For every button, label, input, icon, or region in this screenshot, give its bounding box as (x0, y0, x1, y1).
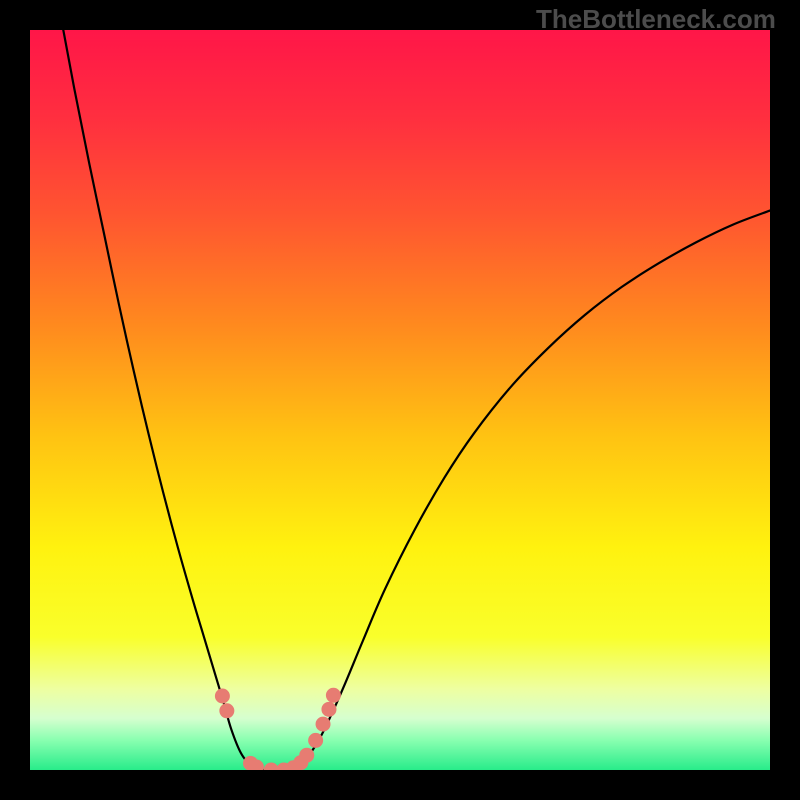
data-marker (264, 763, 278, 770)
data-marker (316, 717, 330, 731)
watermark-text: TheBottleneck.com (536, 4, 776, 35)
data-marker (309, 733, 323, 747)
data-marker (300, 748, 314, 762)
data-marker (220, 704, 234, 718)
chart-plot-area (30, 30, 770, 770)
chart-svg (30, 30, 770, 770)
data-marker (215, 689, 229, 703)
bottleneck-curve (63, 30, 770, 770)
data-marker (249, 760, 263, 770)
data-marker (322, 702, 336, 716)
data-marker (326, 688, 340, 702)
